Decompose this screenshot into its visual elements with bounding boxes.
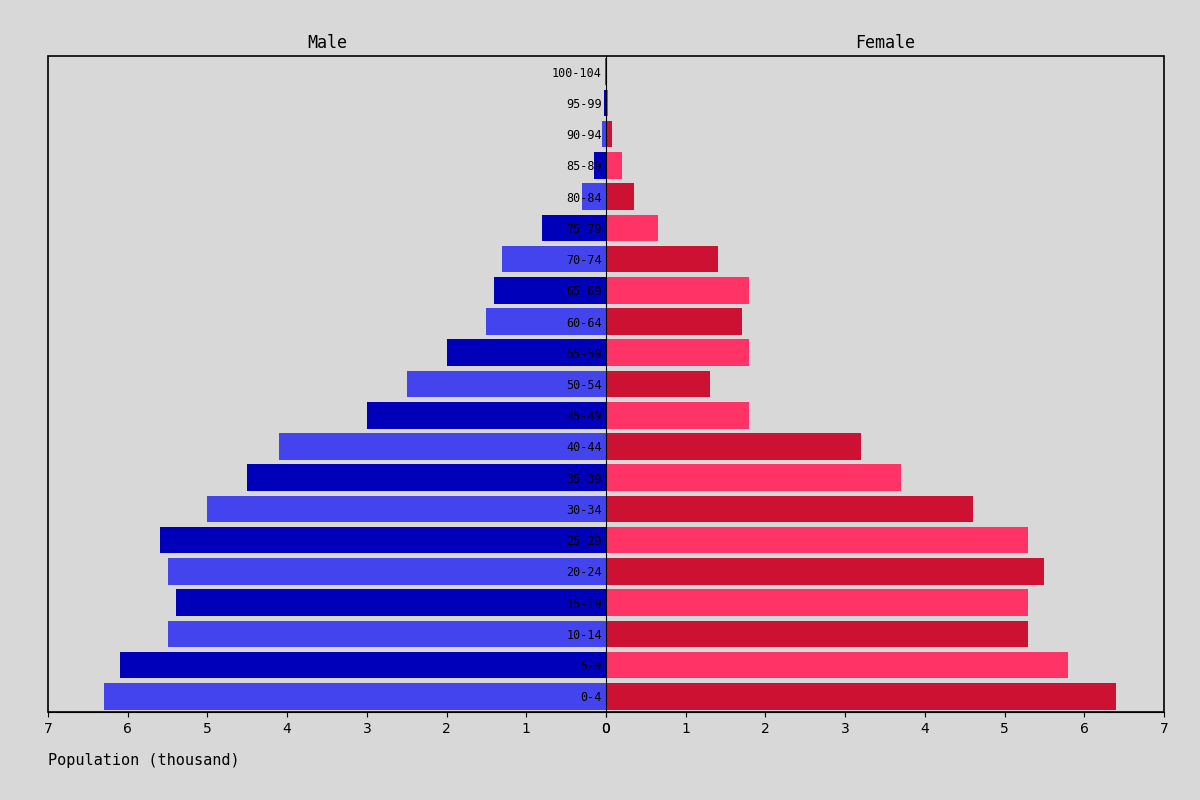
Bar [280, 434, 606, 460]
Bar [503, 246, 606, 272]
Bar [606, 152, 622, 178]
Bar [168, 621, 606, 647]
Bar [606, 339, 750, 366]
Bar [606, 90, 607, 116]
Bar [606, 465, 901, 491]
Bar [606, 652, 1068, 678]
Bar [160, 527, 606, 554]
Bar [247, 465, 606, 491]
Bar [175, 590, 606, 616]
Bar [168, 558, 606, 585]
Bar [582, 183, 606, 210]
Text: Population (thousand): Population (thousand) [48, 753, 240, 768]
Bar [606, 434, 862, 460]
Bar [208, 496, 606, 522]
Bar [606, 214, 658, 241]
Title: Male: Male [307, 34, 347, 52]
Bar [606, 370, 709, 398]
Bar [606, 402, 750, 429]
Bar [606, 308, 742, 335]
Bar [104, 683, 606, 710]
Bar [606, 621, 1028, 647]
Bar [605, 90, 606, 116]
Bar [542, 214, 606, 241]
Bar [407, 370, 606, 398]
Bar [367, 402, 606, 429]
Bar [446, 339, 606, 366]
Bar [486, 308, 606, 335]
Bar [606, 183, 634, 210]
Bar [606, 246, 718, 272]
Bar [606, 683, 1116, 710]
Bar [606, 121, 612, 147]
Bar [606, 527, 1028, 554]
Title: Female: Female [854, 34, 916, 52]
Bar [602, 121, 606, 147]
Bar [494, 277, 606, 303]
Bar [606, 277, 750, 303]
Bar [120, 652, 606, 678]
Bar [606, 496, 973, 522]
Bar [606, 590, 1028, 616]
Bar [594, 152, 606, 178]
Bar [606, 558, 1044, 585]
